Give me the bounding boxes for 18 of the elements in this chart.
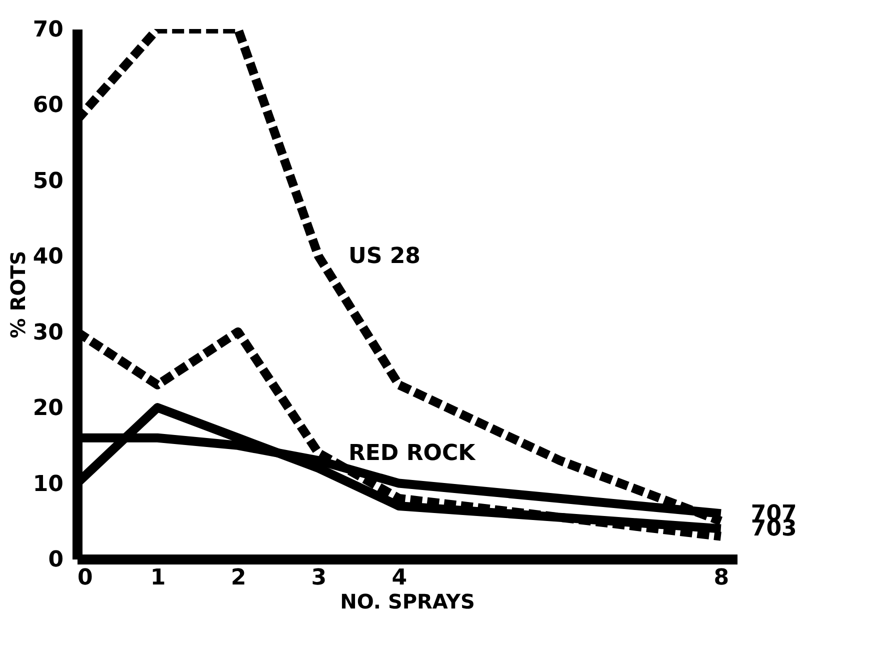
x-tick-label: 4: [392, 566, 408, 590]
x-tick-label: 2: [230, 566, 246, 590]
x-tick-label: 8: [714, 566, 730, 590]
y-tick-label: 20: [32, 396, 64, 422]
x-axis-title: NO. SPRAYS: [340, 590, 475, 614]
y-axis-title: % ROTS: [6, 250, 30, 338]
x-tick-label: 1: [150, 566, 166, 590]
y-tick-label: 50: [32, 168, 64, 194]
series-label: US 28: [348, 244, 420, 270]
y-tick-label: 70: [32, 18, 64, 42]
y-tick-label: 10: [32, 472, 64, 497]
y-tick-label: 40: [32, 244, 64, 270]
y-tick-label: 0: [48, 548, 64, 572]
y-tick-label: 60: [32, 93, 64, 118]
series-label: RED ROCK: [348, 441, 476, 466]
y-tick-label: 30: [32, 320, 64, 346]
x-tick-label: 0: [78, 566, 93, 590]
x-tick-label: 3: [311, 566, 327, 590]
